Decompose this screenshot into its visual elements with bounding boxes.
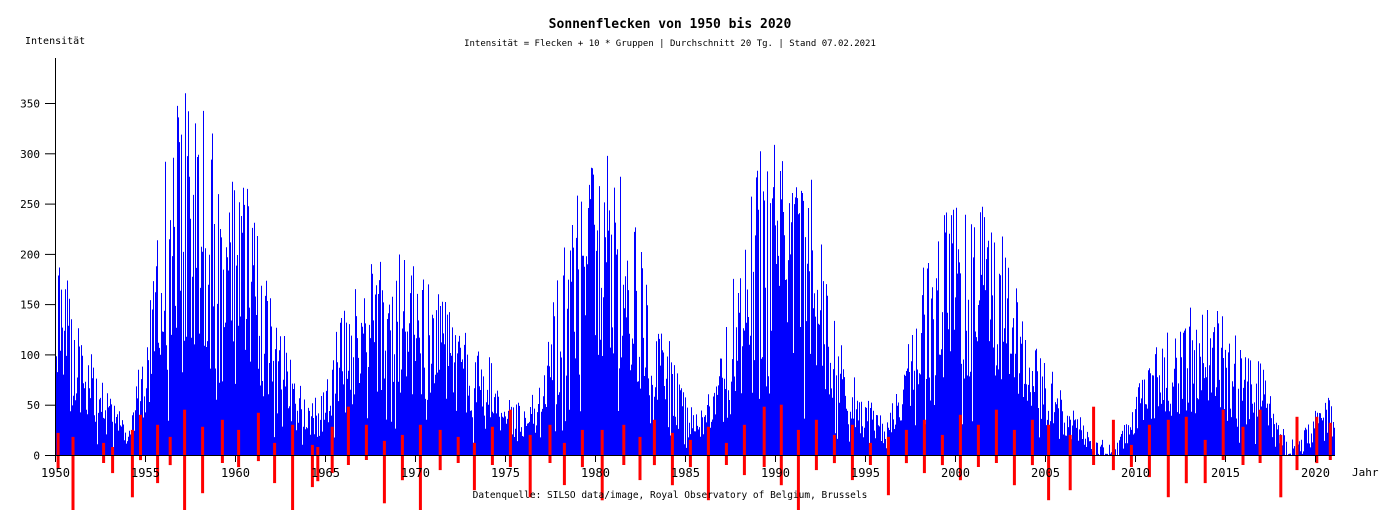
y-tick-label: 150 [20,299,40,312]
x-tick-label: 1985 [671,466,700,480]
axes [55,58,1335,456]
x-tick-label: 1975 [491,466,520,480]
x-tick-label: 1965 [311,466,340,480]
chart-title: Sonnenflecken von 1950 bis 2020 [548,17,792,32]
source-caption: Datenquelle: SILSO data/image, Royal Obs… [472,490,868,501]
tick-labels: 0 50 100 150 200 250 300 350 1950 1955 1960 1965 197… [20,98,1330,481]
y-tick-label: 300 [20,148,40,161]
x-tick-label: 1980 [581,466,610,480]
y-tick-label: 250 [20,198,40,211]
x-tick-label: 2010 [1121,466,1150,480]
y-tick-label: 350 [20,98,40,111]
y-axis-title: Intensität [25,36,86,47]
y-tick-label: 100 [20,349,40,362]
series-intensity [56,93,1335,455]
x-tick-label: 1955 [131,466,160,480]
x-tick-label: 2020 [1301,466,1330,480]
x-tick-label: 1960 [221,466,250,480]
x-tick-label: 1990 [761,466,790,480]
y-tick-label: 50 [27,399,40,412]
y-tick-label: 0 [33,450,40,463]
x-axis-title: Jahr [1352,466,1379,479]
x-tick-label: 2015 [1211,466,1240,480]
x-tick-label: 1970 [401,466,430,480]
series-red-marks [56,404,1332,510]
y-tick-label: 200 [20,248,40,261]
x-tick-label: 2005 [1031,466,1060,480]
x-tick-label: 1995 [851,466,880,480]
x-tick-label: 1950 [41,466,70,480]
x-tick-label: 2000 [941,466,970,480]
chart-subtitle: Intensität = Flecken + 10 * Gruppen | Du… [464,39,876,49]
